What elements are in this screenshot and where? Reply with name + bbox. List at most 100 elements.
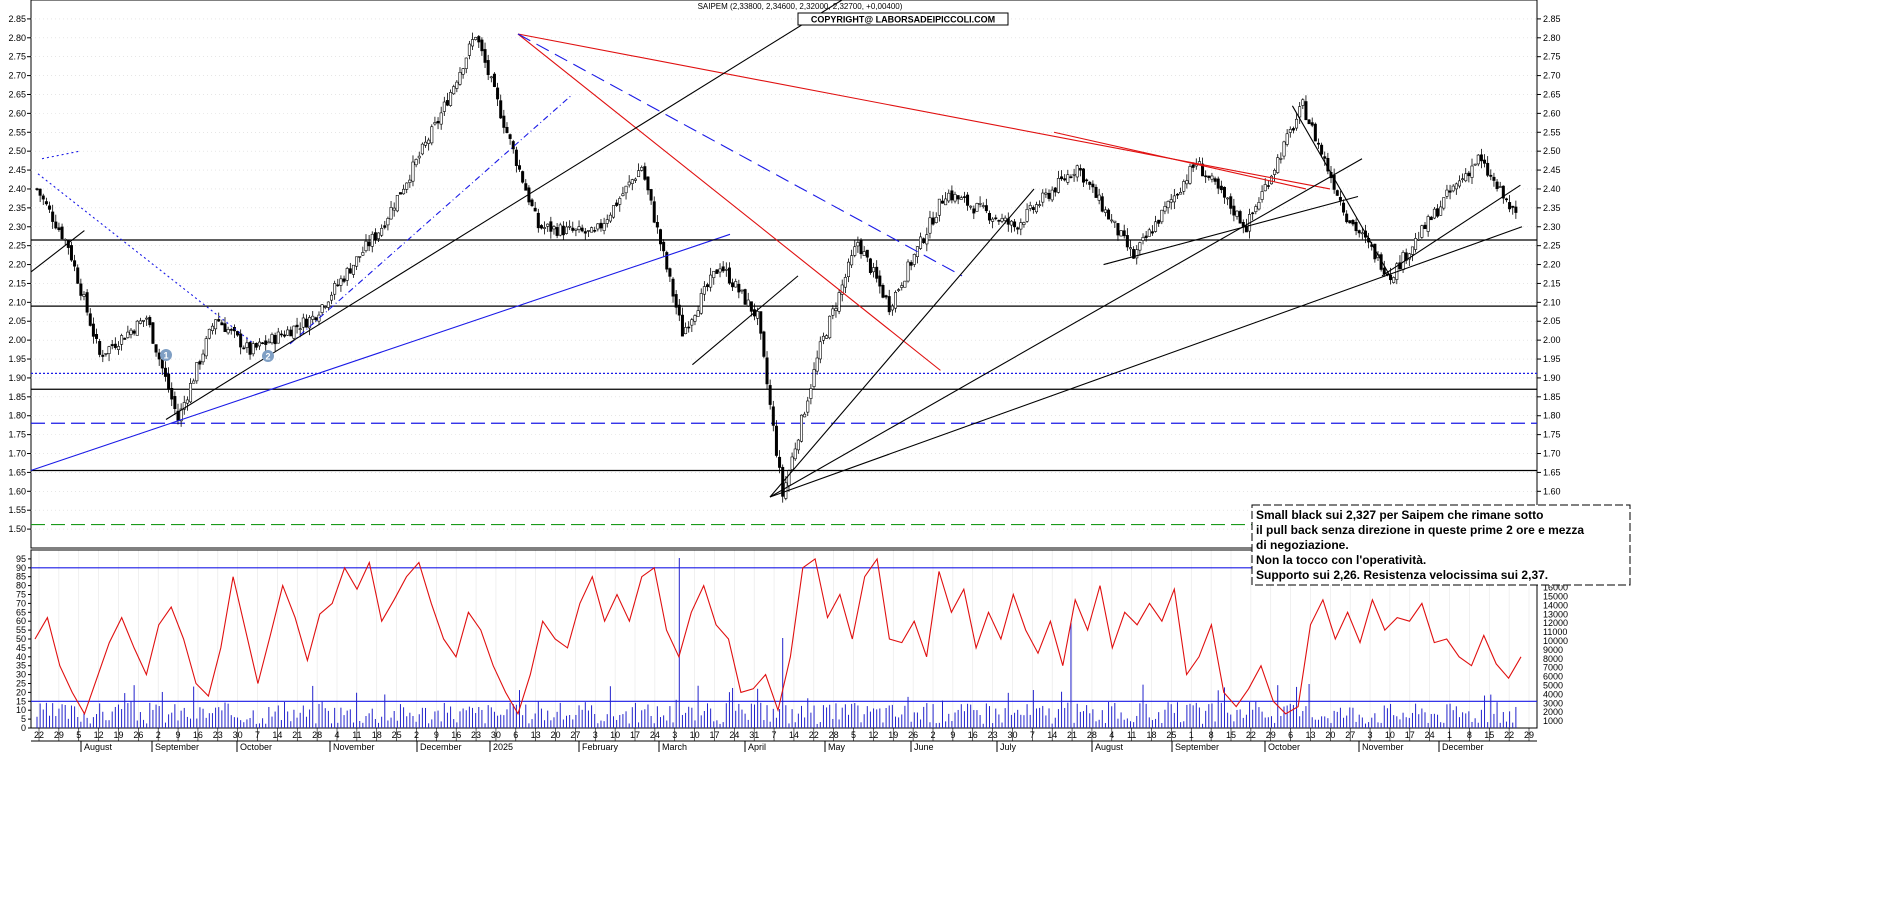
price-tick-label-right: 2.25 — [1543, 241, 1561, 251]
candle-body — [1163, 206, 1167, 212]
candle-body — [373, 232, 377, 240]
trendline — [165, 0, 843, 420]
candle-body — [709, 274, 713, 288]
candle-body — [1113, 220, 1117, 223]
month-label: April — [748, 742, 766, 752]
month-label: October — [1268, 742, 1300, 752]
osc-tick-label-right: 2000 — [1543, 707, 1563, 717]
candle-body — [712, 270, 716, 279]
candle-body — [248, 342, 252, 355]
candle-body — [292, 325, 296, 339]
candle-body — [1423, 224, 1427, 229]
osc-tick-label-left: 0 — [21, 723, 26, 733]
candle-body — [380, 228, 384, 236]
candle-body — [1075, 165, 1079, 178]
candle-body — [743, 289, 747, 305]
candle-body — [104, 353, 108, 355]
candle-body — [257, 341, 261, 347]
date-tick-label: 5 — [851, 730, 856, 740]
osc-tick-label-left: 75 — [16, 590, 26, 600]
candle-body — [348, 268, 352, 274]
candle-body — [649, 189, 653, 201]
candle-body — [314, 317, 318, 321]
date-tick-label: 2 — [414, 730, 419, 740]
candle-body — [659, 229, 663, 245]
month-label: July — [1000, 742, 1017, 752]
candle-body — [499, 100, 503, 119]
candle-body — [1216, 178, 1220, 189]
candle-body — [1504, 198, 1508, 201]
candle-body — [60, 226, 64, 239]
candle-body — [204, 338, 208, 357]
candle-body — [145, 317, 149, 320]
candle-body — [1492, 176, 1496, 181]
candle-body — [793, 448, 797, 460]
candle-body — [1028, 205, 1032, 209]
candle-body — [301, 317, 305, 328]
candle-body — [637, 170, 641, 178]
candle-body — [906, 261, 910, 282]
candle-body — [680, 314, 684, 337]
candle-body — [919, 236, 923, 249]
date-tick-label: 7 — [1030, 730, 1035, 740]
candle-body — [474, 37, 478, 40]
candle-body — [1389, 274, 1393, 281]
candle-body — [135, 320, 139, 336]
candle-body — [1141, 237, 1145, 241]
candle-body — [1451, 185, 1455, 192]
candle-body — [665, 252, 669, 270]
oscillator-line — [34, 557, 1522, 716]
osc-tick-label-left: 55 — [16, 625, 26, 635]
candle-body — [1132, 249, 1136, 259]
candle-body — [1003, 217, 1007, 221]
date-tick-label: 20 — [551, 730, 561, 740]
candle-body — [706, 284, 710, 288]
candle-body — [806, 400, 810, 413]
date-tick-label: 30 — [491, 730, 501, 740]
osc-tick-label-left: 90 — [16, 563, 26, 573]
candle-body — [699, 293, 703, 314]
date-tick-label: 30 — [1007, 730, 1017, 740]
candle-body — [1009, 220, 1013, 226]
candle-body — [467, 43, 471, 56]
candle-body — [223, 323, 227, 332]
candle-body — [555, 227, 559, 236]
candle-body — [1019, 222, 1023, 230]
date-tick-label: 14 — [1047, 730, 1057, 740]
candle-body — [342, 278, 346, 282]
candle-body — [734, 281, 738, 288]
candle-body — [959, 197, 963, 200]
candle-body — [1410, 246, 1414, 255]
candle-body — [461, 68, 465, 75]
candle-body — [546, 223, 550, 227]
candle-body — [549, 221, 553, 232]
date-tick-label: 25 — [1166, 730, 1176, 740]
osc-tick-label-left: 70 — [16, 598, 26, 608]
candle-body — [239, 333, 243, 348]
candle-body — [355, 256, 359, 267]
candle-body — [966, 194, 970, 206]
date-tick-label: 23 — [988, 730, 998, 740]
date-tick-label: 2 — [156, 730, 161, 740]
candle-body — [1044, 192, 1048, 195]
price-tick-label-right: 1.60 — [1543, 486, 1561, 496]
candle-body — [411, 161, 415, 182]
candle-body — [912, 254, 916, 265]
price-tick-label-left: 2.25 — [8, 241, 26, 251]
candle-body — [1351, 219, 1355, 225]
candle-body — [1263, 184, 1267, 192]
candle-body — [561, 225, 565, 236]
candle-body — [978, 203, 982, 205]
price-tick-label-left: 2.50 — [8, 146, 26, 156]
price-tick-label-left: 2.15 — [8, 278, 26, 288]
marker-1-label: 1 — [163, 351, 168, 361]
date-tick-label: 28 — [829, 730, 839, 740]
month-label: May — [828, 742, 846, 752]
candle-body — [1182, 181, 1186, 192]
marker-2: 2 — [262, 350, 274, 362]
month-label: October — [240, 742, 272, 752]
candle-body — [831, 308, 835, 316]
candle-body — [1511, 205, 1515, 208]
candle-body — [987, 212, 991, 221]
candle-body — [865, 249, 869, 258]
